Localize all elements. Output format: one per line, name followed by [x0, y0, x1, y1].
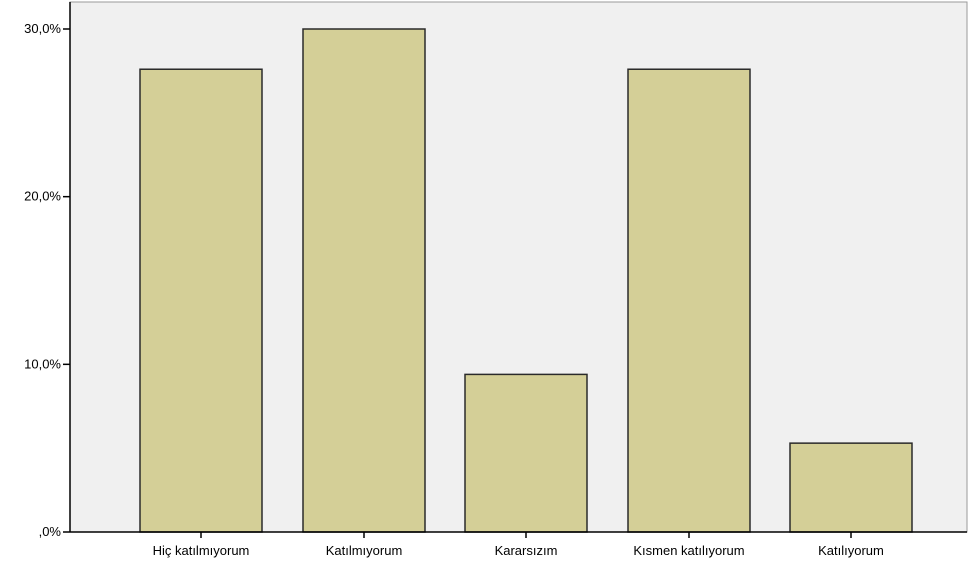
- x-tick-label: Katılıyorum: [818, 543, 884, 558]
- bar-5: [789, 442, 913, 533]
- y-tick-label: 10,0%: [24, 356, 61, 371]
- y-ticks: ,0% 10,0% 20,0% 30,0%: [24, 21, 70, 539]
- bar-1: [139, 68, 263, 533]
- x-tick-label: Hiç katılmıyorum: [153, 543, 250, 558]
- bar-4: [627, 68, 751, 533]
- y-tick-label: 30,0%: [24, 21, 61, 36]
- x-tick-label: Katılmıyorum: [326, 543, 403, 558]
- bars-layer: [139, 28, 913, 533]
- y-tick-label: 20,0%: [24, 189, 61, 204]
- x-tick-label: Kısmen katılıyorum: [633, 543, 744, 558]
- bar-3: [464, 373, 588, 533]
- x-tick-label: Kararsızım: [495, 543, 558, 558]
- y-tick-label: ,0%: [39, 524, 62, 539]
- bar-2: [302, 28, 426, 533]
- x-tick-labels: Hiç katılmıyorum Katılmıyorum Kararsızım Kı…: [153, 532, 884, 558]
